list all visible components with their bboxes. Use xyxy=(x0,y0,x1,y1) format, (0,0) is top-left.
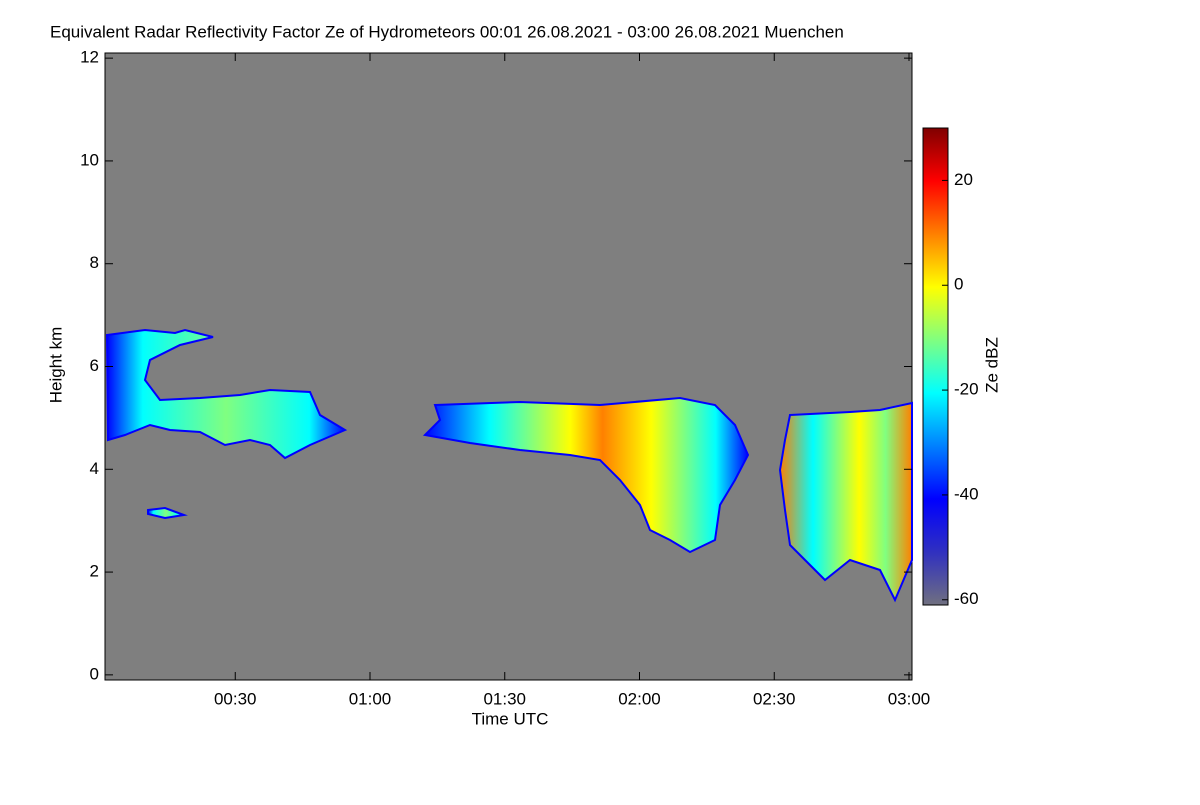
x-tick-label: 01:30 xyxy=(483,689,526,708)
x-axis-label: Time UTC xyxy=(472,709,549,728)
radar-echoes xyxy=(105,328,913,603)
y-tick-label: 4 xyxy=(90,459,99,478)
y-axis-label: Height km xyxy=(46,327,65,404)
colorbar-tick-label: -20 xyxy=(954,380,979,399)
x-tick-label: 02:00 xyxy=(618,689,661,708)
y-tick-label: 0 xyxy=(90,664,99,683)
x-tick-label: 01:00 xyxy=(349,689,392,708)
colorbar xyxy=(922,127,949,606)
y-tick-label: 10 xyxy=(80,150,99,169)
y-tick-label: 12 xyxy=(80,48,99,67)
colorbar-label: Ze dBZ xyxy=(982,337,1001,393)
colorbar-tick-label: 0 xyxy=(954,275,963,294)
x-tick-label: 00:30 xyxy=(214,689,257,708)
y-tick-label: 2 xyxy=(90,562,99,581)
x-tick-label: 02:30 xyxy=(753,689,796,708)
colorbar-tick-label: 20 xyxy=(954,170,973,189)
colorbar-tick-label: -40 xyxy=(954,484,979,503)
y-tick-label: 8 xyxy=(90,253,99,272)
y-tick-label: 6 xyxy=(90,356,99,375)
chart-title: Equivalent Radar Reflectivity Factor Ze … xyxy=(50,22,844,41)
x-tick-label: 03:00 xyxy=(888,689,931,708)
plot-area xyxy=(104,52,913,681)
colorbar-tick-label: -60 xyxy=(954,589,979,608)
